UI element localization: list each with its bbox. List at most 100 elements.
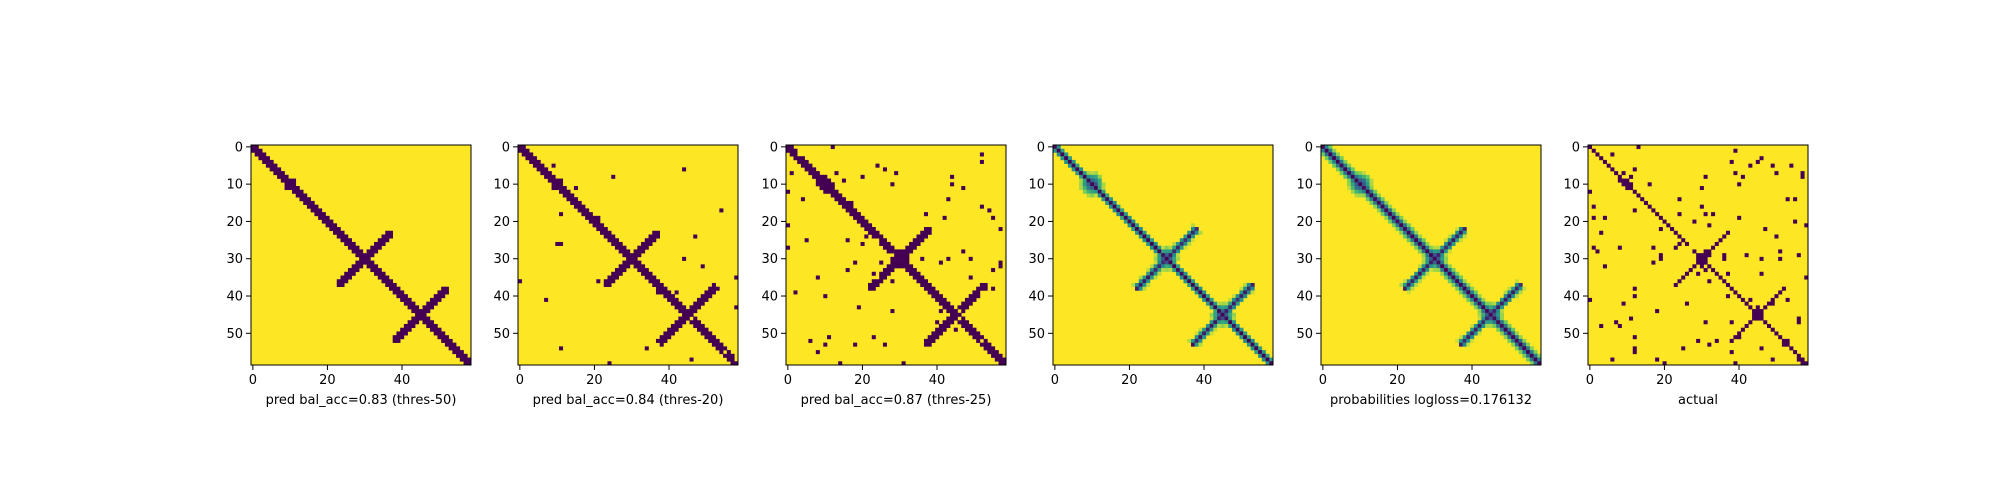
heatmap-cell (1369, 193, 1374, 198)
heatmap-cell (1425, 245, 1430, 250)
heatmap-cell (652, 275, 657, 280)
heatmap-cell (411, 305, 416, 310)
heatmap-cell (1755, 159, 1760, 164)
heatmap-cell (909, 241, 914, 246)
heatmap-cell (1198, 294, 1203, 299)
heatmap-cell (1365, 197, 1370, 202)
heatmap-cell (559, 186, 564, 191)
heatmap-cell (1168, 268, 1173, 273)
heatmap-cell (1194, 331, 1199, 336)
heatmap-cell (448, 346, 453, 351)
heatmap-cell (916, 279, 921, 284)
heatmap-cell (299, 189, 304, 194)
heatmap-cell (1436, 253, 1441, 258)
heatmap-cell (674, 290, 679, 295)
heatmap-cell (603, 279, 608, 284)
heatmap-cell (388, 282, 393, 287)
heatmap-cell (1354, 178, 1359, 183)
heatmap-cell (1481, 323, 1486, 329)
heatmap-cell (1246, 282, 1251, 287)
heatmap-cell (931, 331, 936, 336)
heatmap-cell (882, 167, 887, 172)
heatmap-cell (403, 323, 408, 329)
heatmap-cell (540, 163, 545, 168)
heatmap-cell (641, 249, 646, 254)
heatmap-cell (1403, 227, 1408, 232)
heatmap-cell (789, 171, 794, 176)
heatmap-cell (1507, 335, 1512, 340)
heatmap-cell (1172, 264, 1177, 269)
heatmap-cell (344, 279, 349, 284)
heatmap-cell (1243, 331, 1248, 336)
heatmap-cell (979, 335, 984, 340)
heatmap-cell (529, 159, 534, 164)
heatmap-cell (685, 316, 690, 321)
heatmap-cell (392, 335, 397, 340)
heatmap-cell (1161, 260, 1166, 265)
heatmap-cell (1684, 271, 1689, 276)
heatmap-cell (1692, 219, 1697, 224)
heatmap-cell (626, 260, 631, 265)
heatmap-cell (1335, 163, 1340, 168)
heatmap-cell (976, 294, 981, 299)
heatmap-cell (793, 152, 798, 157)
heatmap-cell (1722, 279, 1727, 284)
heatmap-cell (452, 346, 457, 351)
heatmap-cell (532, 159, 537, 164)
heatmap-cell (1703, 174, 1708, 179)
heatmap-cell (452, 342, 457, 347)
heatmap-cell (841, 204, 846, 209)
heatmap-cell (1429, 264, 1434, 269)
heatmap-cell (1138, 234, 1143, 239)
heatmap-cell (585, 215, 590, 220)
heatmap-cell (961, 309, 966, 314)
heatmap-cell (418, 312, 423, 317)
heatmap-cell (1335, 159, 1340, 164)
heatmap-cell (1677, 241, 1682, 246)
heatmap-cell (1429, 245, 1434, 250)
heatmap-cell (1231, 305, 1237, 310)
heatmap-cell (1785, 297, 1790, 302)
heatmap-cell (611, 234, 616, 239)
heatmap-cell (1503, 320, 1508, 325)
heatmap-cell (905, 256, 910, 261)
heatmap-cell (1473, 305, 1478, 310)
heatmap-cell (1492, 323, 1497, 329)
y-tick-label: 20 (761, 215, 778, 230)
heatmap-cell (1157, 245, 1162, 250)
heatmap-cell (1067, 159, 1072, 164)
heatmap-cell (381, 271, 386, 276)
heatmap-cell (938, 327, 943, 332)
heatmap-cell (1205, 297, 1210, 302)
heatmap-cell (901, 249, 906, 254)
heatmap-cell (347, 245, 352, 250)
heatmap-cell (637, 249, 642, 254)
heatmap-cell (987, 208, 992, 213)
heatmap-cell (437, 327, 442, 332)
heatmap-cell (592, 215, 597, 220)
heatmap-cell (950, 316, 955, 321)
heatmap-cell (719, 346, 724, 351)
heatmap-cell (1740, 174, 1745, 179)
heatmap-cell (1617, 245, 1622, 250)
heatmap-cell (1729, 350, 1734, 355)
heatmap-cell (258, 148, 263, 153)
heatmap-cell (953, 327, 958, 332)
heatmap-cell (879, 271, 884, 276)
heatmap-cell (1533, 357, 1538, 362)
heatmap-cell (529, 156, 534, 161)
heatmap-cell (1770, 357, 1775, 362)
heatmap-cell (1518, 346, 1523, 351)
heatmap-cell (648, 238, 653, 243)
heatmap-cell (696, 301, 702, 306)
heatmap-cell (362, 256, 367, 261)
heatmap-cell (429, 323, 435, 329)
heatmap-cell (1755, 312, 1760, 317)
heatmap-cell (418, 309, 423, 314)
heatmap-cell (441, 290, 446, 295)
heatmap-cell (1514, 294, 1519, 299)
heatmap-cell (998, 353, 1003, 358)
heatmap-cell (1335, 152, 1340, 157)
heatmap-cell (998, 357, 1003, 362)
heatmap-cell (912, 241, 917, 246)
